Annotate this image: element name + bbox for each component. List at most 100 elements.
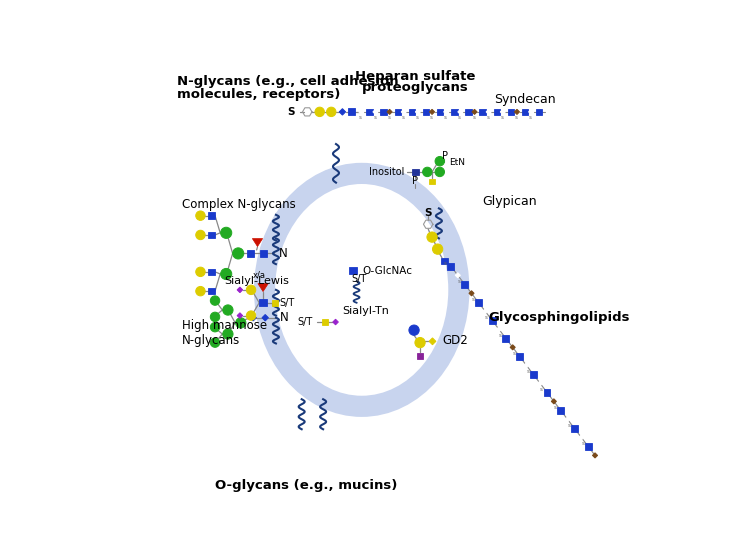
Polygon shape [429, 109, 435, 114]
Polygon shape [429, 338, 436, 345]
Polygon shape [579, 435, 584, 440]
Bar [451, 109, 457, 115]
Bar [475, 299, 482, 306]
Circle shape [415, 338, 425, 348]
Text: s: s [359, 115, 362, 120]
Ellipse shape [277, 185, 447, 394]
Circle shape [432, 244, 443, 254]
Polygon shape [333, 319, 339, 325]
Circle shape [427, 232, 437, 242]
Text: Complex N-glycans: Complex N-glycans [181, 198, 296, 211]
Circle shape [223, 305, 233, 315]
Polygon shape [444, 109, 449, 114]
Text: Heparan sulfate: Heparan sulfate [355, 70, 476, 83]
Polygon shape [358, 109, 364, 114]
Circle shape [196, 286, 205, 296]
Circle shape [210, 296, 220, 305]
Bar [437, 109, 444, 115]
Circle shape [327, 107, 336, 116]
Text: s: s [526, 369, 529, 374]
Text: s: s [485, 315, 488, 320]
Bar [557, 407, 564, 414]
Bar [544, 389, 550, 396]
Circle shape [315, 107, 324, 116]
Bar [209, 288, 215, 294]
Circle shape [409, 325, 419, 335]
Bar [409, 109, 415, 115]
Polygon shape [401, 109, 406, 114]
Text: S/T: S/T [297, 317, 312, 327]
Text: s: s [471, 297, 474, 302]
Text: s: s [416, 115, 419, 120]
Text: Sialyl-Lewis: Sialyl-Lewis [225, 276, 290, 286]
Text: Sialyl-Tn: Sialyl-Tn [342, 306, 389, 316]
Text: molecules, receptors): molecules, receptors) [178, 88, 341, 101]
Bar [209, 232, 215, 238]
Polygon shape [482, 309, 488, 314]
Circle shape [233, 248, 243, 259]
Bar [272, 300, 278, 306]
Text: GD2: GD2 [442, 334, 468, 346]
Bar [488, 317, 495, 324]
Text: s: s [472, 115, 475, 120]
Circle shape [196, 230, 205, 240]
Bar [448, 263, 454, 270]
Text: P: P [442, 150, 448, 160]
Text: s: s [500, 115, 503, 120]
Text: Syndecan: Syndecan [494, 92, 556, 105]
Bar [417, 353, 423, 359]
Bar [536, 109, 543, 115]
Polygon shape [469, 291, 474, 296]
Text: High mannose
N-glycans: High mannose N-glycans [181, 319, 267, 347]
Text: EtN: EtN [449, 158, 465, 167]
Bar [366, 109, 373, 115]
Polygon shape [524, 363, 529, 368]
Text: s: s [581, 441, 584, 446]
Bar [522, 109, 528, 115]
Bar [508, 109, 514, 115]
Bar [530, 371, 537, 378]
Circle shape [246, 285, 256, 295]
Bar [442, 258, 448, 265]
Text: s: s [529, 115, 531, 120]
Circle shape [246, 311, 256, 320]
Bar [479, 109, 486, 115]
Text: S/T: S/T [279, 298, 294, 307]
Text: proteoglycans: proteoglycans [362, 81, 469, 94]
Circle shape [423, 167, 432, 177]
Text: N-glycans (e.g., cell adhesion: N-glycans (e.g., cell adhesion [178, 75, 399, 89]
Bar [584, 443, 592, 450]
Bar [571, 425, 578, 432]
Polygon shape [565, 417, 570, 422]
Text: O-GlcNAc: O-GlcNAc [363, 266, 413, 276]
Polygon shape [472, 109, 477, 114]
Text: s: s [401, 115, 404, 120]
Text: s: s [540, 387, 543, 392]
Circle shape [236, 317, 246, 328]
Polygon shape [458, 109, 463, 114]
Text: N: N [279, 247, 288, 260]
Polygon shape [339, 109, 345, 115]
Text: Glycosphingolipids: Glycosphingolipids [488, 311, 630, 324]
Bar [246, 250, 253, 257]
Polygon shape [455, 273, 460, 278]
Bar [259, 299, 267, 306]
Bar [395, 109, 401, 115]
Text: s: s [486, 115, 489, 120]
Bar [423, 109, 429, 115]
Polygon shape [373, 109, 378, 114]
Text: s: s [444, 261, 447, 266]
Polygon shape [415, 109, 420, 114]
Bar [321, 319, 328, 325]
Circle shape [435, 157, 445, 166]
Text: s: s [568, 423, 570, 428]
Text: s: s [444, 115, 447, 120]
Polygon shape [500, 109, 506, 114]
Text: S/T: S/T [351, 274, 366, 284]
Text: O-glycans (e.g., mucins): O-glycans (e.g., mucins) [215, 478, 397, 491]
Bar [209, 212, 215, 219]
Circle shape [221, 227, 232, 238]
Polygon shape [551, 399, 556, 404]
Text: P: P [412, 177, 418, 187]
Bar [494, 109, 500, 115]
